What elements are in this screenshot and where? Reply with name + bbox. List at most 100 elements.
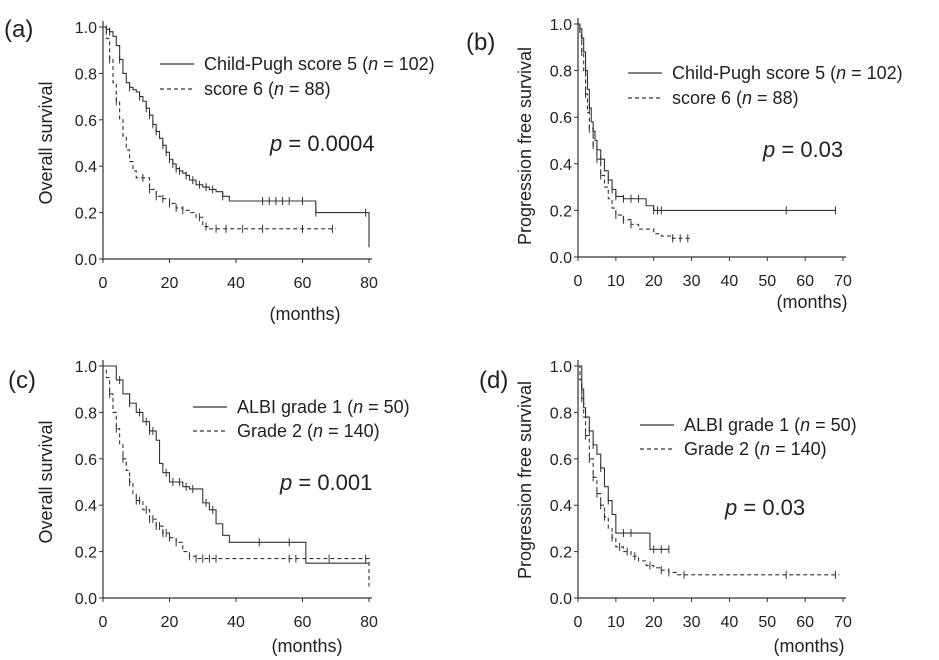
x-tick-label: 50 bbox=[758, 273, 776, 290]
legend-entry: Child-Pugh score 5 (n = 102) bbox=[204, 54, 435, 74]
p-value-annotation: p = 0.0004 bbox=[269, 131, 375, 156]
x-tick-label: 30 bbox=[683, 614, 701, 631]
dashed-survival-curve bbox=[578, 365, 840, 576]
y-tick-label: 0.0 bbox=[75, 252, 97, 269]
y-tick-label: 0.4 bbox=[550, 498, 572, 515]
x-tick-label: 80 bbox=[360, 614, 378, 631]
x-tick-label: 80 bbox=[360, 275, 378, 292]
x-tick-label: 0 bbox=[99, 275, 108, 292]
x-tick-label: 20 bbox=[645, 273, 663, 290]
p-value-annotation: p = 0.03 bbox=[762, 137, 843, 162]
y-axis-title: Overall survival bbox=[36, 81, 56, 204]
p-value-text: = 0.03 bbox=[737, 495, 805, 520]
y-tick-label: 0.2 bbox=[550, 545, 572, 562]
x-axis-title: (months) bbox=[269, 304, 340, 324]
p-value-text: = 0.0004 bbox=[282, 131, 374, 156]
legend-text: Child-Pugh score 5 ( bbox=[204, 54, 368, 74]
legend-text: = 102) bbox=[846, 63, 903, 83]
panel-d: (d) 0.0 0.2 0.4 0.6 0.8 1.0 0 10 20 30 40 50 60 70 Prog… bbox=[479, 359, 857, 656]
y-tick-label: 0.0 bbox=[550, 250, 572, 267]
x-tick-label: 20 bbox=[161, 275, 179, 292]
y-tick-label: 1.0 bbox=[75, 20, 97, 37]
y-tick-label: 0.4 bbox=[550, 157, 572, 174]
y-tick-label: 0.2 bbox=[75, 545, 97, 562]
legend-n-symbol: n bbox=[800, 415, 810, 435]
solid-survival-curve bbox=[578, 365, 669, 550]
y-tick-label: 1.0 bbox=[550, 17, 572, 34]
x-tick-label: 60 bbox=[294, 614, 312, 631]
x-tick-label: 50 bbox=[758, 614, 776, 631]
y-tick-label: 0.0 bbox=[550, 591, 572, 608]
legend-text: = 102) bbox=[378, 54, 435, 74]
x-tick-label: 10 bbox=[607, 273, 625, 290]
solid-survival-curve bbox=[103, 365, 369, 564]
x-axis-title: (months) bbox=[271, 636, 342, 656]
legend-text: ALBI grade 1 ( bbox=[684, 415, 800, 435]
y-tick-label: 0.4 bbox=[75, 498, 97, 515]
legend-n-symbol: n bbox=[274, 79, 284, 99]
p-value-annotation: p = 0.03 bbox=[724, 495, 805, 520]
legend-entry: Grade 2 (n = 140) bbox=[684, 439, 827, 459]
dashed-survival-curve bbox=[578, 23, 692, 239]
legend-text: Grade 2 ( bbox=[237, 421, 313, 441]
x-tick-label: 20 bbox=[645, 614, 663, 631]
x-axis-title: (months) bbox=[776, 292, 847, 312]
legend-text: = 140) bbox=[323, 421, 380, 441]
y-tick-label: 0.6 bbox=[75, 452, 97, 469]
p-value-text: = 0.001 bbox=[292, 470, 372, 495]
x-tick-label: 40 bbox=[227, 275, 245, 292]
x-tick-label: 60 bbox=[294, 275, 312, 292]
y-tick-label: 0.8 bbox=[75, 405, 97, 422]
y-tick-label: 0.4 bbox=[75, 159, 97, 176]
panel-b: (b) 0.0 0.2 0.4 0.6 0.8 1.0 0 10 20 30 40 50 60 70 Prog… bbox=[466, 17, 903, 312]
legend-text: score 6 ( bbox=[204, 79, 274, 99]
panel-c: (c) 0.0 0.2 0.4 0.6 0.8 1.0 0 20 40 60 80 Overall su… bbox=[8, 359, 410, 656]
solid-survival-curve bbox=[578, 23, 836, 211]
legend-text: = 88) bbox=[284, 79, 331, 99]
legend-text: = 88) bbox=[752, 88, 799, 108]
legend-entry: ALBI grade 1 (n = 50) bbox=[684, 415, 857, 435]
panel-label: (a) bbox=[4, 16, 33, 43]
legend-n-symbol: n bbox=[368, 54, 378, 74]
p-value-annotation: p = 0.001 bbox=[279, 470, 372, 495]
p-symbol: p bbox=[269, 131, 282, 156]
x-tick-label: 20 bbox=[161, 614, 179, 631]
y-tick-label: 0.8 bbox=[550, 405, 572, 422]
x-tick-label: 60 bbox=[796, 614, 814, 631]
x-tick-label: 0 bbox=[99, 614, 108, 631]
y-tick-label: 0.2 bbox=[75, 206, 97, 223]
legend-n-symbol: n bbox=[836, 63, 846, 83]
legend-entry: score 6 (n = 88) bbox=[204, 79, 331, 99]
legend-n-symbol: n bbox=[353, 397, 363, 417]
x-tick-label: 40 bbox=[227, 614, 245, 631]
x-tick-label: 60 bbox=[796, 273, 814, 290]
x-tick-label: 40 bbox=[721, 273, 739, 290]
legend-entry: Grade 2 (n = 140) bbox=[237, 421, 380, 441]
legend-text: Child-Pugh score 5 ( bbox=[672, 63, 836, 83]
legend-text: Grade 2 ( bbox=[684, 439, 760, 459]
p-symbol: p bbox=[279, 470, 292, 495]
x-tick-label: 40 bbox=[721, 614, 739, 631]
y-tick-label: 0.8 bbox=[550, 64, 572, 81]
x-axis-title: (months) bbox=[773, 636, 844, 656]
panel-label: (b) bbox=[466, 29, 495, 56]
legend-n-symbol: n bbox=[760, 439, 770, 459]
y-tick-label: 0.0 bbox=[75, 591, 97, 608]
y-tick-label: 0.6 bbox=[550, 110, 572, 127]
x-tick-label: 0 bbox=[574, 273, 583, 290]
x-tick-label: 70 bbox=[834, 614, 852, 631]
legend-entry: ALBI grade 1 (n = 50) bbox=[237, 397, 410, 417]
y-tick-label: 0.6 bbox=[550, 452, 572, 469]
y-tick-label: 1.0 bbox=[75, 359, 97, 376]
y-tick-label: 1.0 bbox=[550, 359, 572, 376]
legend-entry: Child-Pugh score 5 (n = 102) bbox=[672, 63, 903, 83]
legend-text: score 6 ( bbox=[672, 88, 742, 108]
legend-text: ALBI grade 1 ( bbox=[237, 397, 353, 417]
legend-text: = 140) bbox=[770, 439, 827, 459]
x-tick-label: 10 bbox=[607, 614, 625, 631]
panel-a: (a) 0.0 0.2 0.4 0.6 0.8 1.0 0 20 40 60 80 Overall su… bbox=[4, 16, 435, 324]
y-axis-title: Overall survival bbox=[36, 420, 56, 543]
panel-label: (d) bbox=[479, 367, 508, 394]
